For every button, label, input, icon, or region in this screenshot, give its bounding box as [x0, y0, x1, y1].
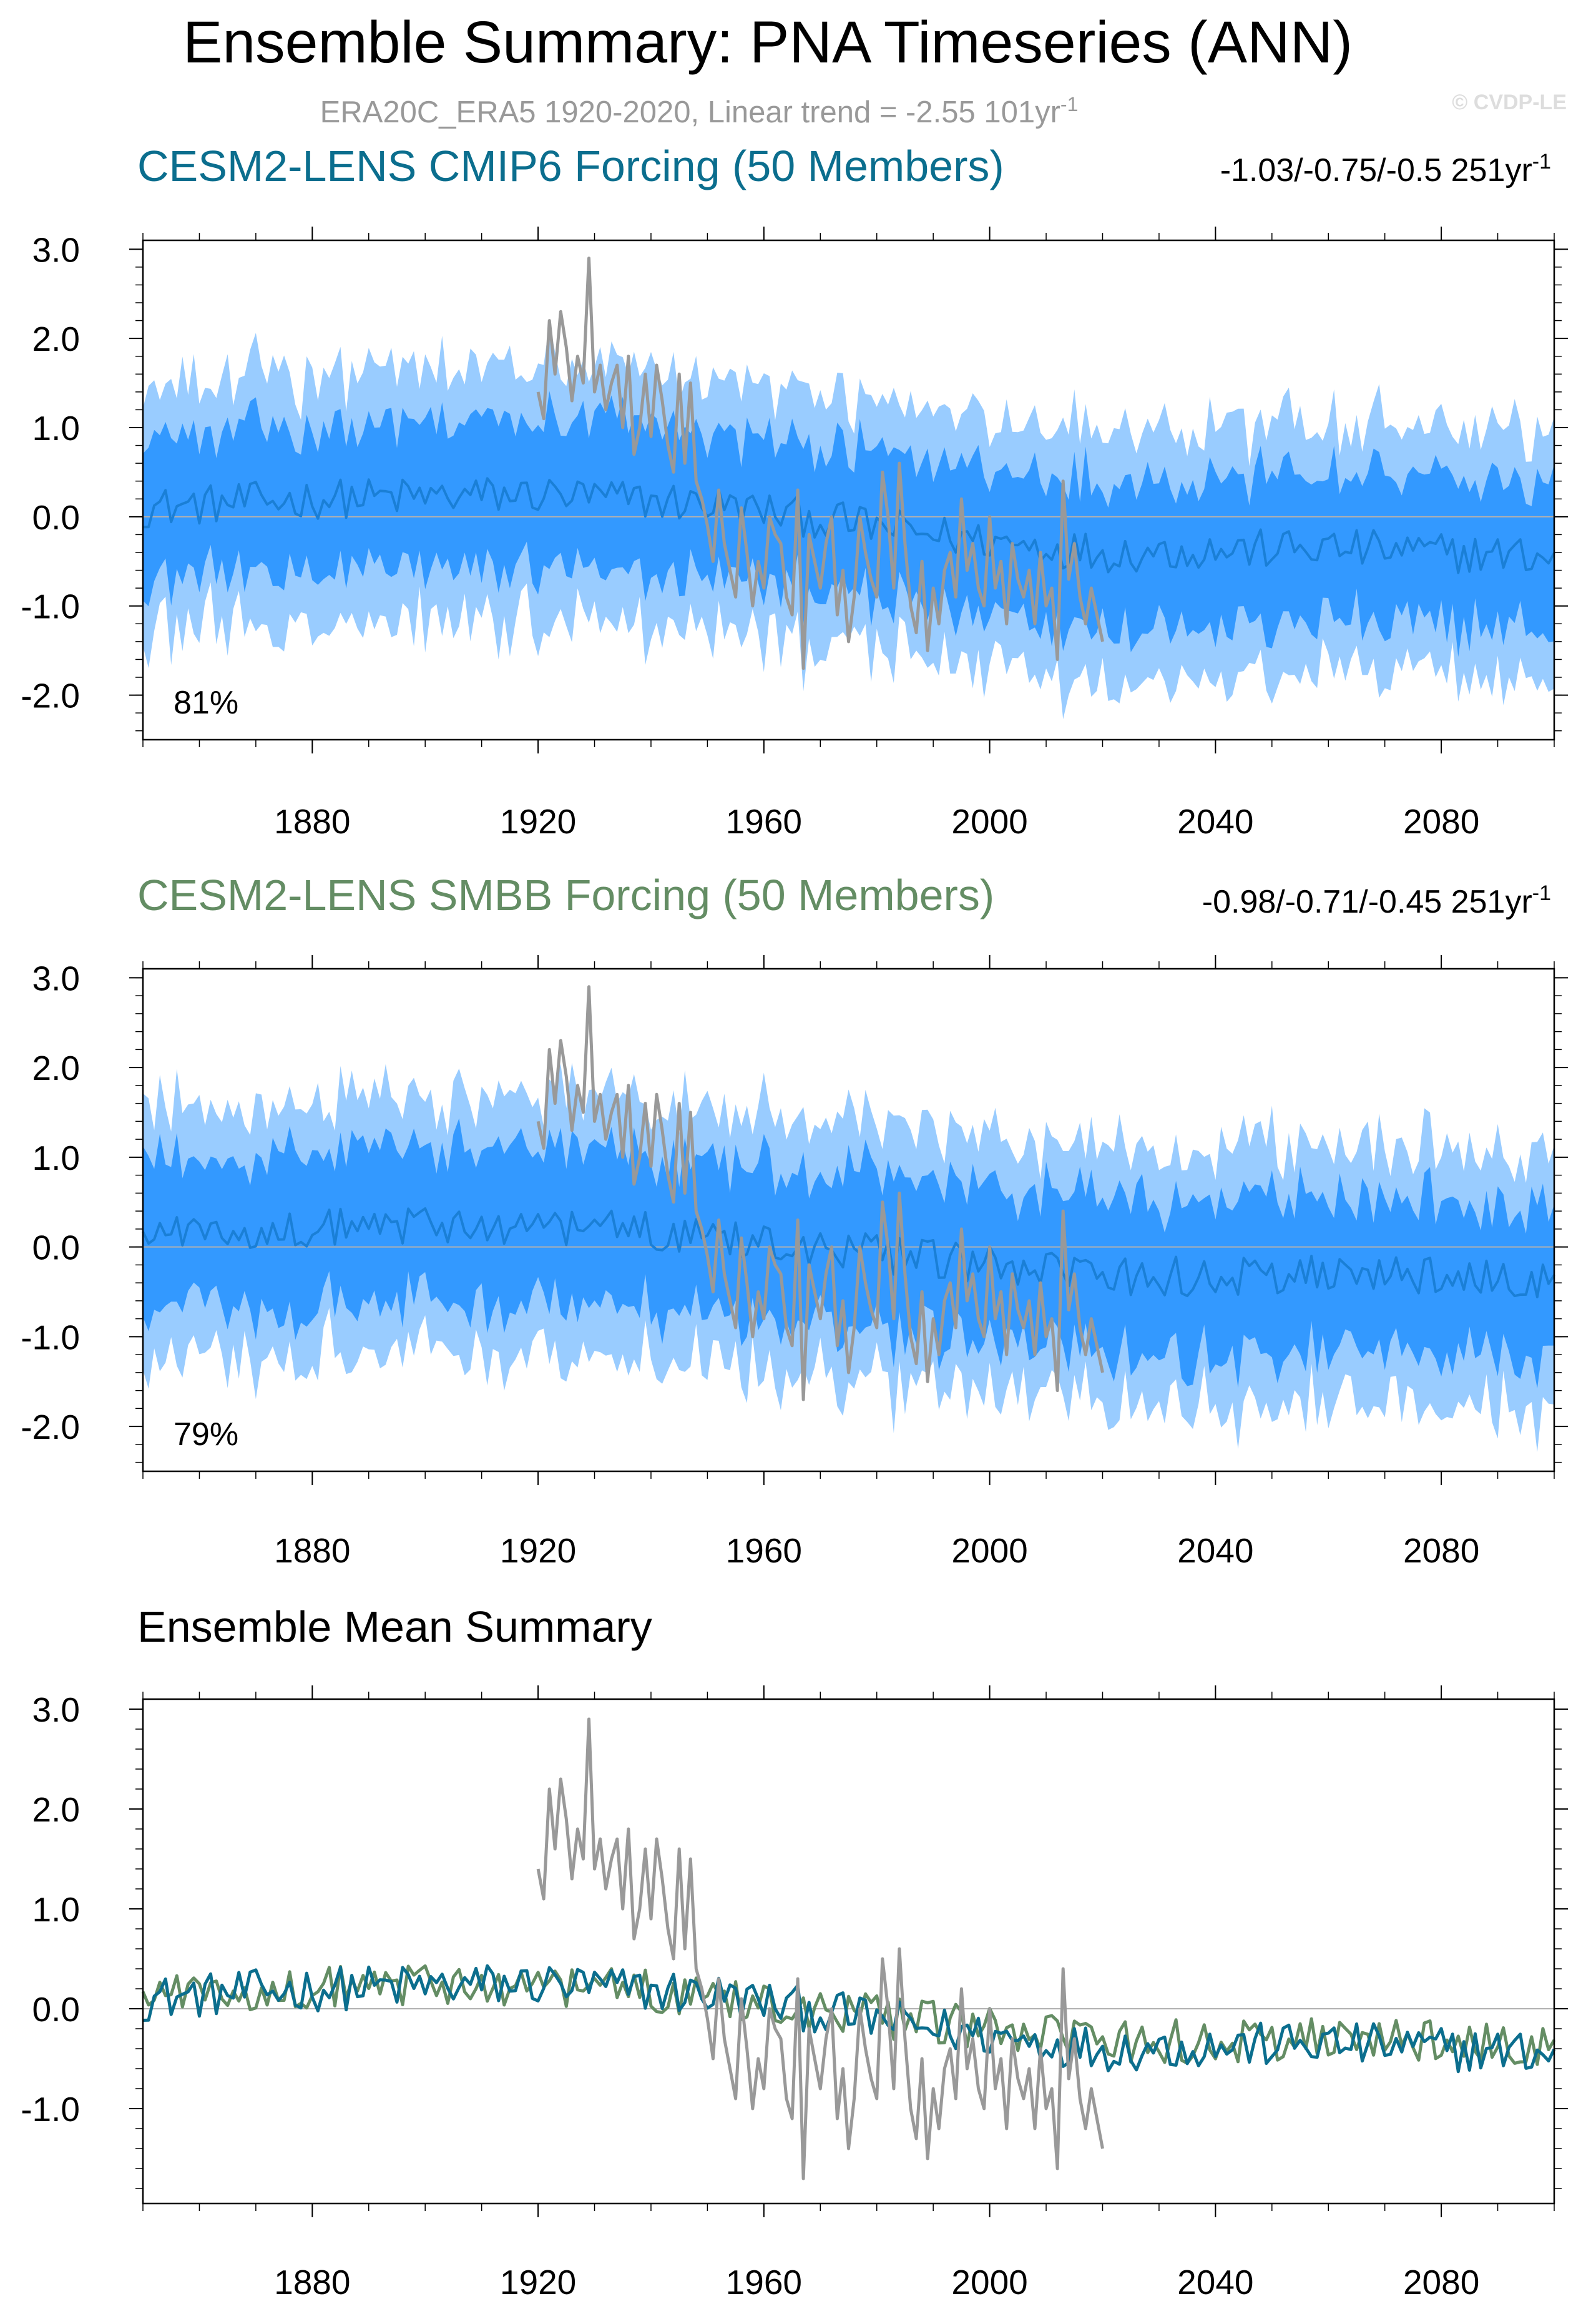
plot-frame	[142, 968, 1555, 1473]
y-tick-label: 0.0	[32, 498, 80, 537]
panel-title: Ensemble Mean Summary	[137, 1602, 652, 1651]
watermark: © CVDP-LE	[1452, 91, 1567, 114]
trend-superscript: -1	[1532, 881, 1551, 905]
subtitle-superscript: -1	[1060, 93, 1078, 115]
panel-3-axes: 3.0 2.0 1.0 0.0 -1.0 1880 1920 1960 2000 2040 2080	[21, 1685, 1568, 2302]
x-tick-label: 1960	[726, 2263, 802, 2302]
y-tick-label: 0.0	[32, 1990, 80, 2029]
x-tick-label: 1960	[726, 1531, 802, 1570]
y-tick-label: 2.0	[32, 1790, 80, 1829]
trend-text: -1.03/-0.75/-0.5 251yr	[1220, 152, 1532, 189]
x-tick-label: 1920	[500, 2263, 576, 2302]
x-tick-label: 2080	[1403, 2263, 1479, 2302]
subtitle: ERA20C_ERA5 1920-2020, Linear trend = -2…	[320, 93, 1079, 129]
panel-title: CESM2-LENS CMIP6 Forcing (50 Members)	[137, 142, 1004, 190]
x-tick-label: 2000	[951, 2263, 1027, 2302]
ensemble-mean-line	[142, 477, 1555, 574]
percent-label: 81%	[174, 685, 238, 721]
y-tick-label: 1.0	[32, 1890, 80, 1929]
figure-title: Ensemble Summary: PNA Timeseries (ANN)	[183, 9, 1353, 76]
plot-frame	[142, 239, 1555, 741]
trend-superscript: -1	[1532, 150, 1551, 174]
observations-line	[536, 985, 1104, 1401]
x-tick-label: 1880	[274, 2263, 350, 2302]
x-tick-label: 1920	[500, 1531, 576, 1570]
y-tick-label: -2.0	[21, 1408, 80, 1446]
x-tick-label: 2040	[1177, 2263, 1253, 2302]
observations-line	[536, 1717, 1104, 2180]
percent-label: 79%	[174, 1416, 238, 1453]
plot-frame	[142, 1698, 1555, 2205]
y-tick-label: -2.0	[21, 677, 80, 715]
y-tick-label: 2.0	[32, 320, 80, 358]
y-tick-label: -1.0	[21, 1318, 80, 1356]
y-tick-label: 3.0	[32, 230, 80, 269]
x-tick-label: 2080	[1403, 802, 1479, 841]
y-tick-label: 3.0	[32, 1690, 80, 1729]
x-tick-label: 1880	[274, 802, 350, 841]
trend-text: -0.98/-0.71/-0.45 251yr	[1202, 884, 1532, 920]
x-tick-label: 2000	[951, 1531, 1027, 1570]
y-tick-label: 3.0	[32, 959, 80, 998]
inner-spread-band	[143, 391, 1554, 657]
inner-spread-band	[143, 1118, 1554, 1389]
x-tick-label: 1880	[274, 1531, 350, 1570]
y-tick-label: 2.0	[32, 1049, 80, 1087]
y-tick-label: 0.0	[32, 1228, 80, 1267]
observations-line	[536, 257, 1104, 670]
y-tick-label: 1.0	[32, 409, 80, 448]
trend-label: -0.98/-0.71/-0.45 251yr-1	[1202, 881, 1551, 920]
y-tick-label: -1.0	[21, 587, 80, 626]
cmip6-mean-line	[142, 1964, 1556, 2074]
x-tick-label: 1960	[726, 802, 802, 841]
x-tick-label: 2040	[1177, 802, 1253, 841]
panel-title: CESM2-LENS SMBB Forcing (50 Members)	[137, 871, 994, 919]
y-tick-label: 1.0	[32, 1139, 80, 1177]
x-tick-label: 1920	[500, 802, 576, 841]
subtitle-text: ERA20C_ERA5 1920-2020, Linear trend = -2…	[320, 96, 1060, 129]
x-tick-label: 2000	[951, 802, 1027, 841]
trend-label: -1.03/-0.75/-0.5 251yr-1	[1220, 150, 1551, 189]
x-tick-label: 2040	[1177, 1531, 1253, 1570]
y-tick-label: -1.0	[21, 2090, 80, 2129]
panel-1-axes: 3.0 2.0 1.0 0.0 -1.0 -2.0 1880 1920 1960 2000 2040…	[21, 227, 1568, 841]
panel-2-axes: 3.0 2.0 1.0 0.0 -1.0 -2.0 1880 1920 1960 2000 2040…	[21, 955, 1568, 1570]
ensemble-mean-line	[142, 1207, 1555, 1298]
x-tick-label: 2080	[1403, 1531, 1479, 1570]
